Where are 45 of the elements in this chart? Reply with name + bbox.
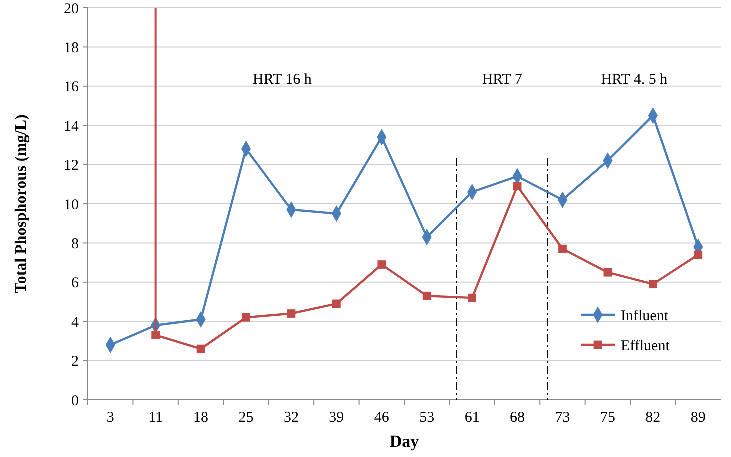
x-tick-label: 89 [690,410,706,426]
x-tick-label: 75 [600,410,616,426]
y-tick-label: 10 [64,197,79,214]
x-tick-label: 18 [194,410,209,426]
legend-label: Influent [621,308,670,324]
y-tick-label: 14 [64,118,80,135]
y-tick-label: 16 [64,80,80,96]
y-tick-label: 18 [64,40,79,56]
annotation: HRT 4. 5 h [601,72,668,88]
point [196,344,206,354]
legend-label: Effluent [621,338,671,354]
point [287,310,296,318]
point [513,182,522,191]
point [648,280,658,289]
point [604,268,612,277]
x-tick-label: 25 [238,410,254,426]
y-tick-label: 6 [72,276,80,292]
point [242,313,250,322]
x-tick-label: 68 [510,410,526,426]
y-axis-title: Total Phosphorous (mg/L) [13,114,30,294]
x-tick-label: 3 [106,410,114,426]
point [152,331,160,340]
point [422,292,432,300]
x-axis-title: Day [390,432,420,451]
point [468,294,477,302]
point [558,244,567,254]
x-tick-label: 46 [374,410,390,426]
y-tick-label: 0 [72,393,79,410]
x-tick-label: 39 [329,410,344,426]
x-tick-label: 32 [284,410,299,426]
y-tick-label: 4 [72,314,80,331]
y-tick-label: 12 [64,158,79,174]
annotation: HRT 7 [482,72,523,88]
x-tick-label: 82 [646,410,661,426]
point [694,250,703,260]
x-tick-label: 61 [464,410,480,426]
y-tick-label: 8 [72,236,79,252]
point [332,300,341,308]
y-tick-label: 20 [64,1,79,18]
x-tick-label: 53 [420,410,435,426]
y-tick-label: 2 [72,354,79,370]
annotation: HRT 16 h [253,72,312,88]
point [378,260,386,269]
x-tick-label: 11 [148,410,164,426]
x-tick-label: 73 [555,410,570,426]
